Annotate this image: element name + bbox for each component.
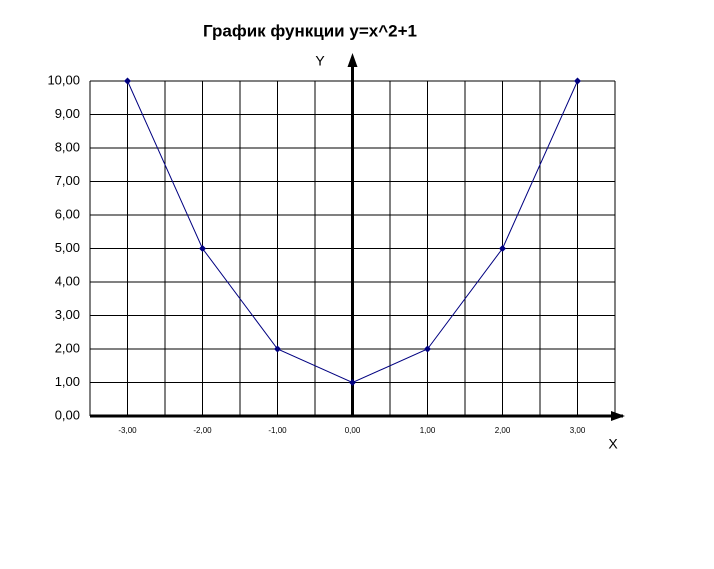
x-tick-label: 2,00: [495, 426, 511, 435]
y-tick-label: 10,00: [47, 72, 80, 87]
x-axis-label: X: [608, 436, 618, 452]
data-point: [199, 245, 206, 252]
chart-title: График функции y=x^2+1: [203, 21, 417, 40]
data-point: [499, 245, 506, 252]
data-point: [349, 379, 356, 386]
y-tick-label: 8,00: [55, 139, 80, 154]
y-tick-label: 2,00: [55, 340, 80, 355]
data-point: [124, 77, 131, 85]
x-tick-label: -3,00: [118, 426, 137, 435]
y-tick-label: 5,00: [55, 240, 80, 255]
y-axis-label: Y: [315, 53, 325, 69]
x-tick-label: -2,00: [193, 426, 212, 435]
y-tick-label: 3,00: [55, 307, 80, 322]
data-point: [574, 77, 581, 85]
y-tick-label: 0,00: [55, 407, 80, 422]
x-tick-label: 3,00: [570, 426, 586, 435]
x-axis-arrow: [611, 411, 625, 421]
data-point: [424, 345, 431, 353]
x-tick-label: -1,00: [268, 426, 287, 435]
x-tick-label: 0,00: [345, 426, 361, 435]
y-tick-label: 7,00: [55, 173, 80, 188]
y-tick-label: 9,00: [55, 106, 80, 121]
y-tick-label: 1,00: [55, 374, 80, 389]
y-tick-label: 6,00: [55, 206, 80, 221]
x-tick-label: 1,00: [420, 426, 436, 435]
y-axis-arrow: [347, 53, 358, 67]
y-tick-label: 4,00: [55, 273, 80, 288]
data-point: [274, 345, 281, 353]
